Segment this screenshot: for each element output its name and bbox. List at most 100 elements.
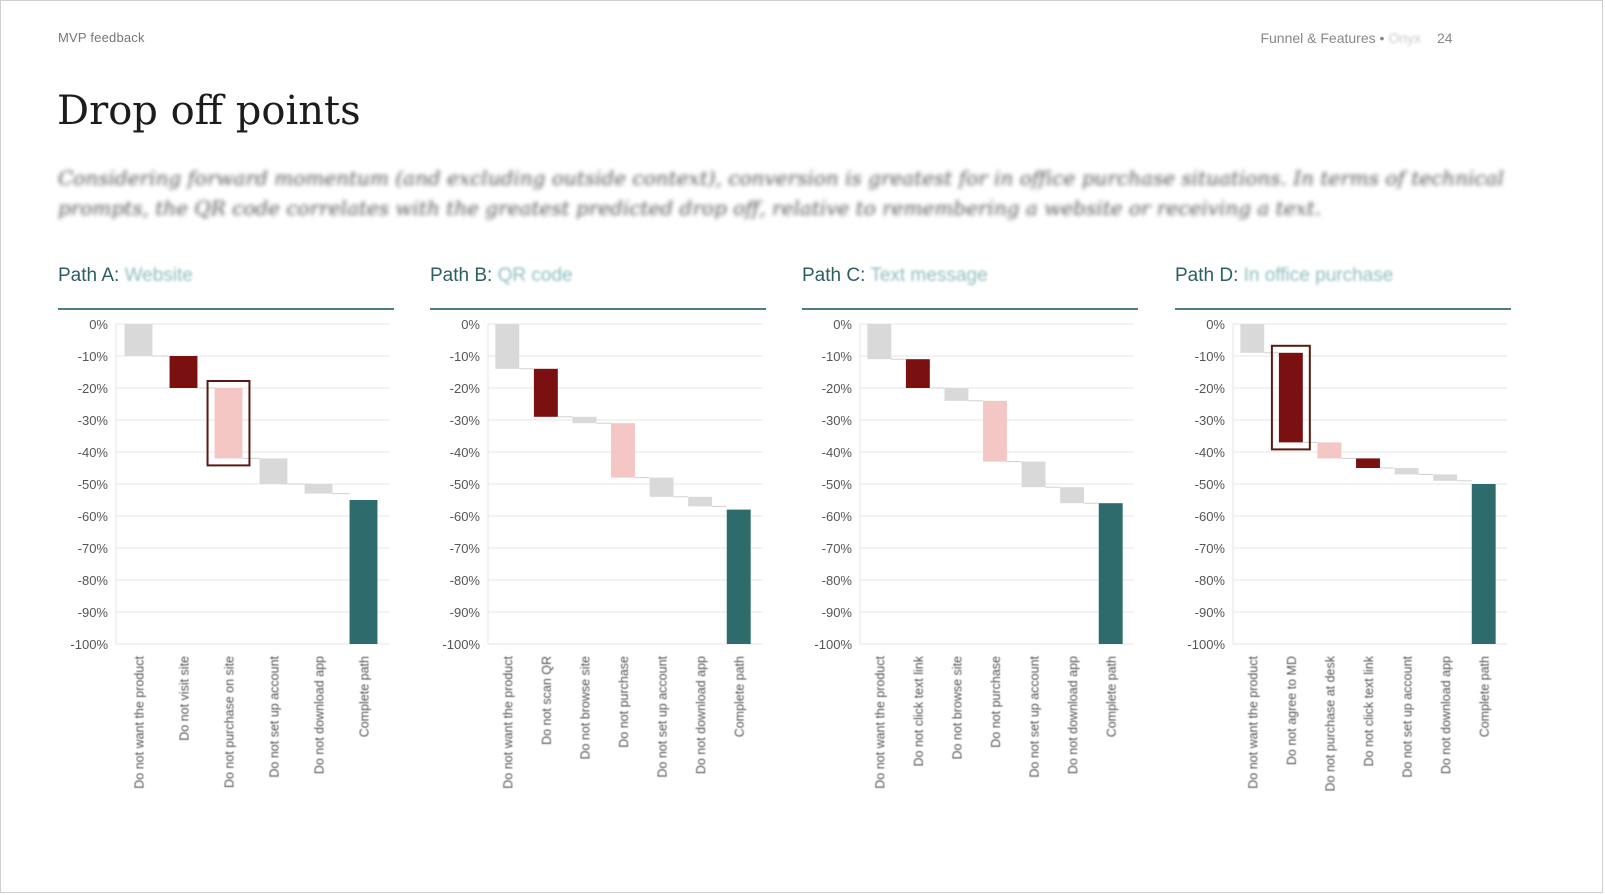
x-category-label: Do not download app — [694, 656, 708, 774]
y-tick-label: 0% — [461, 317, 480, 332]
x-category-label: Do not download app — [1066, 656, 1080, 774]
x-category-label: Do not want the product — [133, 655, 147, 788]
waterfall-bar — [867, 324, 892, 360]
panel-label: Path C: — [802, 265, 866, 286]
panel-divider — [58, 308, 394, 310]
x-category-label: Do not set up account — [656, 655, 670, 777]
panel-subtitle: Website — [124, 265, 193, 286]
y-tick-label: 0% — [1206, 317, 1225, 332]
panel-title: Path C: Text message — [802, 265, 988, 287]
x-category-label: Do not purchase — [989, 656, 1003, 748]
deck-brand: Onyx — [1388, 30, 1421, 46]
y-tick-label: -50% — [1195, 477, 1226, 492]
y-tick-label: -100% — [814, 637, 852, 652]
chart-panel-b: Path B: QR code 0% -10% -20% -30% -40% -50% -6… — [430, 262, 766, 852]
waterfall-bar — [259, 458, 288, 484]
waterfall-chart-c: 0% -10% -20% -30% -40% -50% -60% -70% -80% -90% -1… — [814, 317, 1134, 789]
y-tick-label: -90% — [78, 605, 109, 620]
y-tick-label: -30% — [1195, 413, 1226, 428]
y-tick-label: -20% — [78, 381, 109, 396]
y-tick-label: -50% — [450, 477, 481, 492]
waterfall-bar — [1433, 474, 1458, 481]
panel-divider — [1175, 308, 1511, 310]
page-number: 24 — [1437, 30, 1453, 46]
x-category-label: Do not click text link — [1362, 655, 1376, 766]
x-category-label: Do not scan QR — [540, 656, 554, 745]
x-category-label: Complete path — [1105, 656, 1119, 737]
page-title: Drop off points — [57, 88, 361, 134]
waterfall-bar — [726, 509, 751, 644]
y-tick-label: -40% — [78, 445, 109, 460]
panel-label: Path D: — [1175, 265, 1239, 286]
y-tick-label: -80% — [822, 573, 853, 588]
y-tick-label: -10% — [1195, 349, 1226, 364]
waterfall-bar — [169, 356, 198, 388]
panel-title: Path D: In office purchase — [1175, 265, 1393, 287]
waterfall-chart-d: 0% -10% -20% -30% -40% -50% -60% -70% -80% -90% -1… — [1187, 317, 1507, 792]
y-tick-label: -10% — [450, 349, 481, 364]
y-tick-label: -60% — [450, 509, 481, 524]
y-tick-label: -20% — [1195, 381, 1226, 396]
panel-title: Path B: QR code — [430, 265, 573, 287]
y-tick-label: -70% — [450, 541, 481, 556]
waterfall-chart-b: 0% -10% -20% -30% -40% -50% -60% -70% -80% -90% -1… — [442, 317, 762, 789]
waterfall-bar — [214, 388, 243, 459]
y-tick-label: -100% — [442, 637, 480, 652]
y-tick-label: -90% — [1195, 605, 1226, 620]
waterfall-bar — [349, 500, 378, 644]
waterfall-bar — [1317, 442, 1342, 459]
waterfall-bar — [1021, 461, 1046, 488]
y-tick-label: -80% — [78, 573, 109, 588]
panel-divider — [430, 308, 766, 310]
y-tick-label: -70% — [78, 541, 109, 556]
panel-title: Path A: Website — [58, 265, 193, 287]
x-category-label: Do not agree to MD — [1285, 656, 1299, 765]
panel-subtitle: In office purchase — [1243, 265, 1394, 286]
y-tick-label: -60% — [1195, 509, 1226, 524]
waterfall-bar — [1278, 352, 1303, 443]
waterfall-bar — [611, 423, 635, 478]
y-tick-label: -30% — [78, 413, 109, 428]
x-category-label: Do not want the product — [873, 655, 887, 788]
x-category-label: Do not click text link — [912, 655, 926, 766]
y-tick-label: -80% — [450, 573, 481, 588]
waterfall-bar — [533, 368, 558, 417]
x-category-label: Do not download app — [313, 656, 327, 774]
x-category-label: Do not browse site — [950, 656, 964, 760]
waterfall-bar — [1060, 487, 1085, 504]
waterfall-bar — [304, 484, 333, 494]
y-tick-label: -90% — [822, 605, 853, 620]
deck-section-label: MVP feedback — [58, 30, 145, 45]
x-category-label: Complete path — [358, 656, 372, 737]
deck-header-right: Funnel & Features • Onyx — [1260, 30, 1421, 46]
y-tick-label: -40% — [1195, 445, 1226, 460]
panel-label: Path A: — [58, 265, 120, 286]
waterfall-bar — [495, 324, 520, 369]
waterfall-bar — [983, 400, 1007, 462]
y-tick-label: -100% — [70, 637, 108, 652]
waterfall-bar — [572, 416, 597, 424]
chart-panel-c: Path C: Text message 0% -10% -20% -30% -40% -… — [802, 262, 1138, 852]
x-category-label: Do not set up account — [268, 655, 282, 777]
y-tick-label: -70% — [1195, 541, 1226, 556]
waterfall-bar — [1471, 484, 1496, 644]
waterfall-bar — [1356, 458, 1380, 468]
highlight-box — [206, 380, 251, 467]
y-tick-label: -40% — [822, 445, 853, 460]
waterfall-bar — [944, 388, 969, 401]
x-category-label: Do not visit site — [178, 656, 192, 741]
y-tick-label: -50% — [78, 477, 109, 492]
y-tick-label: -100% — [1187, 637, 1225, 652]
x-category-label: Do not download app — [1439, 656, 1453, 774]
y-tick-label: -70% — [822, 541, 853, 556]
waterfall-bar — [124, 324, 153, 356]
waterfall-bar — [1098, 503, 1123, 644]
panel-subtitle: Text message — [870, 265, 988, 286]
y-tick-label: 0% — [833, 317, 852, 332]
highlight-box — [1270, 344, 1311, 451]
x-category-label: Complete path — [1478, 656, 1492, 737]
y-tick-label: 0% — [89, 317, 108, 332]
y-tick-label: -20% — [822, 381, 853, 396]
waterfall-chart-a: 0% -10% -20% -30% -40% -50% -60% -70% -80% -90% -1… — [70, 317, 390, 789]
